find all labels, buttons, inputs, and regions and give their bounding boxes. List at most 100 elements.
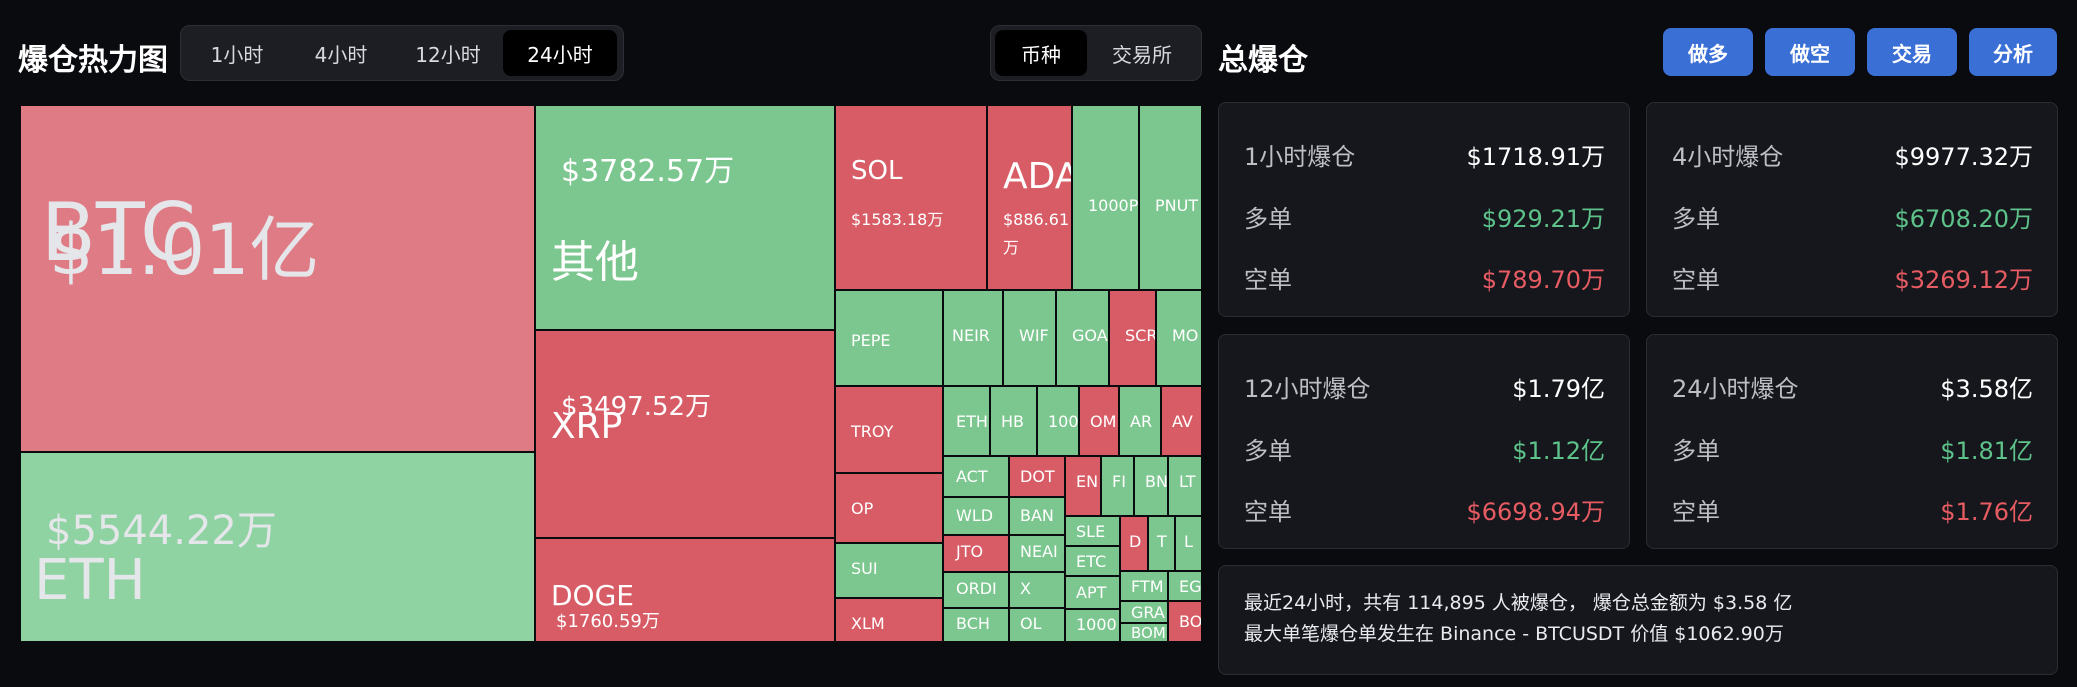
heatmap-tile-lt[interactable]: LT <box>1168 456 1202 516</box>
heatmap-tile-ol[interactable]: OL <box>1009 608 1065 642</box>
tile-symbol: APT <box>1076 583 1107 602</box>
tile-symbol: BAN <box>1020 506 1054 525</box>
stat-card-12h: 12小时爆仓 $1.79亿 多单 $1.12亿 空单 $6698.94万 <box>1218 334 1630 549</box>
tile-symbol: BN <box>1145 472 1168 491</box>
stat-card-1h: 1小时爆仓 $1718.91万 多单 $929.21万 空单 $789.70万 <box>1218 102 1630 317</box>
heatmap-tile-其他[interactable]: 其他 $3782.57万 <box>535 105 835 330</box>
heatmap-tile-sui[interactable]: SUI <box>835 543 943 598</box>
tab-24h[interactable]: 24小时 <box>503 30 617 76</box>
tab-12h[interactable]: 12小时 <box>415 42 481 67</box>
tile-symbol: WIF <box>1019 326 1049 345</box>
tile-symbol: PEPE <box>851 331 891 350</box>
heatmap-tile-troy[interactable]: TROY <box>835 386 943 473</box>
short-button[interactable]: 做空 <box>1765 28 1855 76</box>
heatmap-tile-btc[interactable]: BTC $1.01亿 <box>20 105 535 452</box>
heatmap-tile-eth[interactable]: ETH $5544.22万 <box>20 452 535 642</box>
heatmap-title: 爆仓热力图 <box>18 43 168 78</box>
tile-symbol: OM <box>1090 412 1117 431</box>
tile-symbol: X <box>1020 579 1031 598</box>
heatmap-tile-eth[interactable]: ETH <box>943 386 990 456</box>
heatmap-tile-wld[interactable]: WLD <box>943 497 1009 535</box>
analysis-button[interactable]: 分析 <box>1969 28 2057 76</box>
tile-symbol: 100 <box>1048 412 1079 431</box>
heatmap-tile-100[interactable]: 100 <box>1037 386 1079 456</box>
heatmap-tile-apt[interactable]: APT <box>1065 576 1120 609</box>
heatmap-tile-bn[interactable]: BN <box>1134 456 1168 516</box>
heatmap-tile-1000p[interactable]: 1000P <box>1072 105 1139 290</box>
tile-symbol: ETH <box>956 412 988 431</box>
heatmap-tile-mo[interactable]: MO <box>1156 290 1202 386</box>
heatmap-tile-neai[interactable]: NEAI <box>1009 535 1065 572</box>
heatmap-tile-bom[interactable]: BOM <box>1120 623 1168 642</box>
heatmap-tile-scr[interactable]: SCR <box>1109 290 1156 386</box>
tile-symbol: BCH <box>956 614 990 633</box>
heatmap-tile-pnut[interactable]: PNUT <box>1139 105 1202 290</box>
heatmap-tile-eg[interactable]: EG <box>1168 571 1202 601</box>
heatmap-tile-gra[interactable]: GRA <box>1120 601 1168 623</box>
trade-button[interactable]: 交易 <box>1867 28 1957 76</box>
tab-4h[interactable]: 4小时 <box>314 42 368 67</box>
tile-symbol: MO <box>1172 326 1199 345</box>
short-value: $789.70万 <box>1481 266 1605 294</box>
tile-symbol: SCR <box>1125 326 1156 345</box>
heatmap-tile-dot[interactable]: DOT <box>1009 456 1065 497</box>
heatmap-tile-x[interactable]: X <box>1009 572 1065 608</box>
tile-symbol: HB <box>1001 412 1025 431</box>
stat-card-4h: 4小时爆仓 $9977.32万 多单 $6708.20万 空单 $3269.12… <box>1646 102 2058 317</box>
short-label: 空单 <box>1244 266 1292 294</box>
heatmap-tile-hb[interactable]: HB <box>990 386 1037 456</box>
heatmap-tile-etc[interactable]: ETC <box>1065 546 1120 576</box>
long-label: 多单 <box>1244 205 1292 233</box>
heatmap-tile-act[interactable]: ACT <box>943 456 1009 497</box>
heatmap-tile-doge[interactable]: DOGE $1760.59万 <box>535 538 835 642</box>
heatmap-tile-en[interactable]: EN <box>1065 456 1101 516</box>
stat-title: 1小时爆仓 <box>1244 143 1356 171</box>
tile-symbol: OP <box>851 499 874 518</box>
heatmap-tile-t[interactable]: T <box>1148 516 1175 571</box>
tile-symbol: FTM <box>1131 577 1164 596</box>
tile-symbol: OL <box>1020 614 1042 633</box>
tile-symbol: XLM <box>851 614 885 633</box>
heatmap-tile-om[interactable]: OM <box>1079 386 1119 456</box>
heatmap-tile-bch[interactable]: BCH <box>943 608 1009 642</box>
summary-line-2: 最大单笔爆仓单发生在 Binance - BTCUSDT 价值 $1062.90… <box>1244 623 1784 645</box>
heatmap-tile-d[interactable]: D <box>1120 516 1148 571</box>
heatmap-tile-op[interactable]: OP <box>835 473 943 543</box>
tile-symbol: BOM <box>1131 624 1166 642</box>
tile-symbol: TROY <box>851 422 894 441</box>
tile-symbol: WLD <box>956 506 994 525</box>
tab-coin[interactable]: 币种 <box>995 30 1087 76</box>
tab-exchange[interactable]: 交易所 <box>1112 42 1172 67</box>
heatmap-tile-goa[interactable]: GOA <box>1056 290 1109 386</box>
tile-amount: $3497.52万 <box>561 392 712 422</box>
heatmap-tile-l[interactable]: L <box>1175 516 1202 571</box>
heatmap-tile-bo[interactable]: BO <box>1168 601 1202 642</box>
heatmap-tile-jto[interactable]: JTO <box>943 535 1009 572</box>
heatmap-tile-sol[interactable]: SOL $1583.18万 <box>835 105 987 290</box>
heatmap-tile-av[interactable]: AV <box>1161 386 1202 456</box>
heatmap-tile-xrp[interactable]: XRP $3497.52万 <box>535 330 835 538</box>
heatmap-tile-fi[interactable]: FI <box>1101 456 1134 516</box>
heatmap-tile-ar[interactable]: AR <box>1119 386 1161 456</box>
tile-symbol: ORDI <box>956 579 997 598</box>
tile-amount: $1.01亿 <box>49 209 320 291</box>
summary-card: 最近24小时，共有 114,895 人被爆仓， 爆仓总金额为 $3.58 亿 最… <box>1218 565 2058 675</box>
heatmap-tile-1000[interactable]: 1000 <box>1065 609 1120 642</box>
tile-symbol: XRP <box>551 406 623 447</box>
heatmap-tile-ordi[interactable]: ORDI <box>943 572 1009 608</box>
tile-symbol: NEIR <box>952 326 990 345</box>
heatmap-tile-ftm[interactable]: FTM <box>1120 571 1168 601</box>
tab-1h[interactable]: 1小时 <box>210 42 264 67</box>
long-button[interactable]: 做多 <box>1663 28 1753 76</box>
total-liquidation-title: 总爆仓 <box>1218 43 1308 78</box>
tile-symbol: NEAI <box>1020 542 1058 561</box>
tile-symbol: ETH <box>34 548 146 613</box>
heatmap-tile-xlm[interactable]: XLM <box>835 598 943 642</box>
heatmap-tile-neir[interactable]: NEIR <box>943 290 1003 386</box>
short-label: 空单 <box>1672 498 1720 526</box>
heatmap-tile-pepe[interactable]: PEPE <box>835 290 943 386</box>
heatmap-tile-ada[interactable]: ADA $886.61万 <box>987 105 1072 290</box>
heatmap-tile-ban[interactable]: BAN <box>1009 497 1065 535</box>
heatmap-tile-sle[interactable]: SLE <box>1065 516 1120 546</box>
heatmap-tile-wif[interactable]: WIF <box>1003 290 1056 386</box>
